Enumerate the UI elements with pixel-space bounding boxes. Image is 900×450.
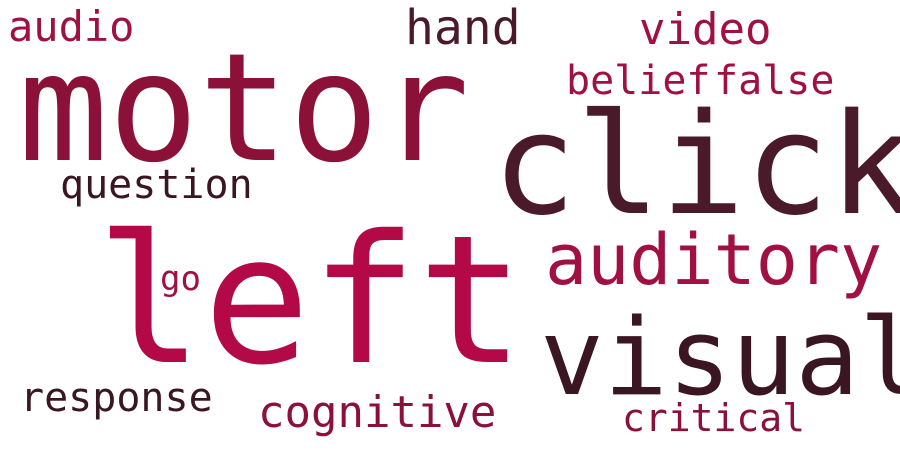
word-go: go: [160, 259, 201, 299]
word-auditory: auditory: [545, 219, 883, 301]
word-false: false: [714, 58, 835, 104]
word-hand: hand: [405, 0, 521, 56]
word-response: response: [20, 375, 213, 421]
word-audio: audio: [8, 2, 135, 51]
word-critical: critical: [622, 396, 806, 440]
word-click: click: [492, 84, 900, 247]
word-cognitive: cognitive: [258, 387, 497, 438]
word-belief: belief: [566, 58, 711, 104]
word-motor: motor: [18, 22, 470, 196]
word-question: question: [60, 162, 253, 208]
word-left: left: [96, 197, 525, 404]
word-video: video: [639, 4, 772, 55]
word-visual: visual: [540, 296, 900, 419]
